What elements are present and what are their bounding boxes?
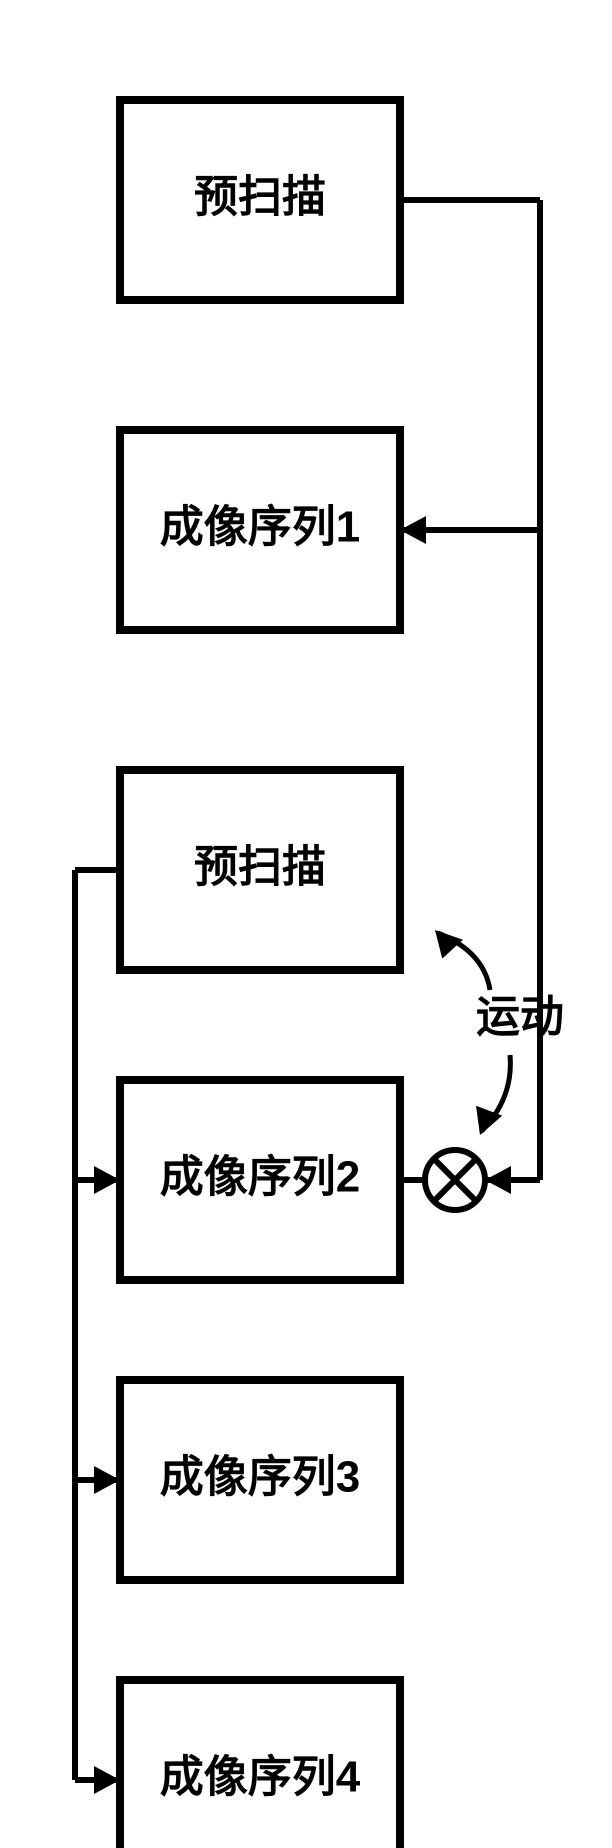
box-label-prescan1: 预扫描 xyxy=(194,173,326,222)
box-label-seq1: 成像序列1 xyxy=(160,503,360,552)
box-label-seq4: 成像序列4 xyxy=(160,1753,361,1802)
box-label-prescan2: 预扫描 xyxy=(194,843,326,892)
box-label-seq2: 成像序列2 xyxy=(160,1153,360,1202)
box-label-seq3: 成像序列3 xyxy=(160,1453,360,1502)
motion-label: 运动 xyxy=(476,993,564,1042)
